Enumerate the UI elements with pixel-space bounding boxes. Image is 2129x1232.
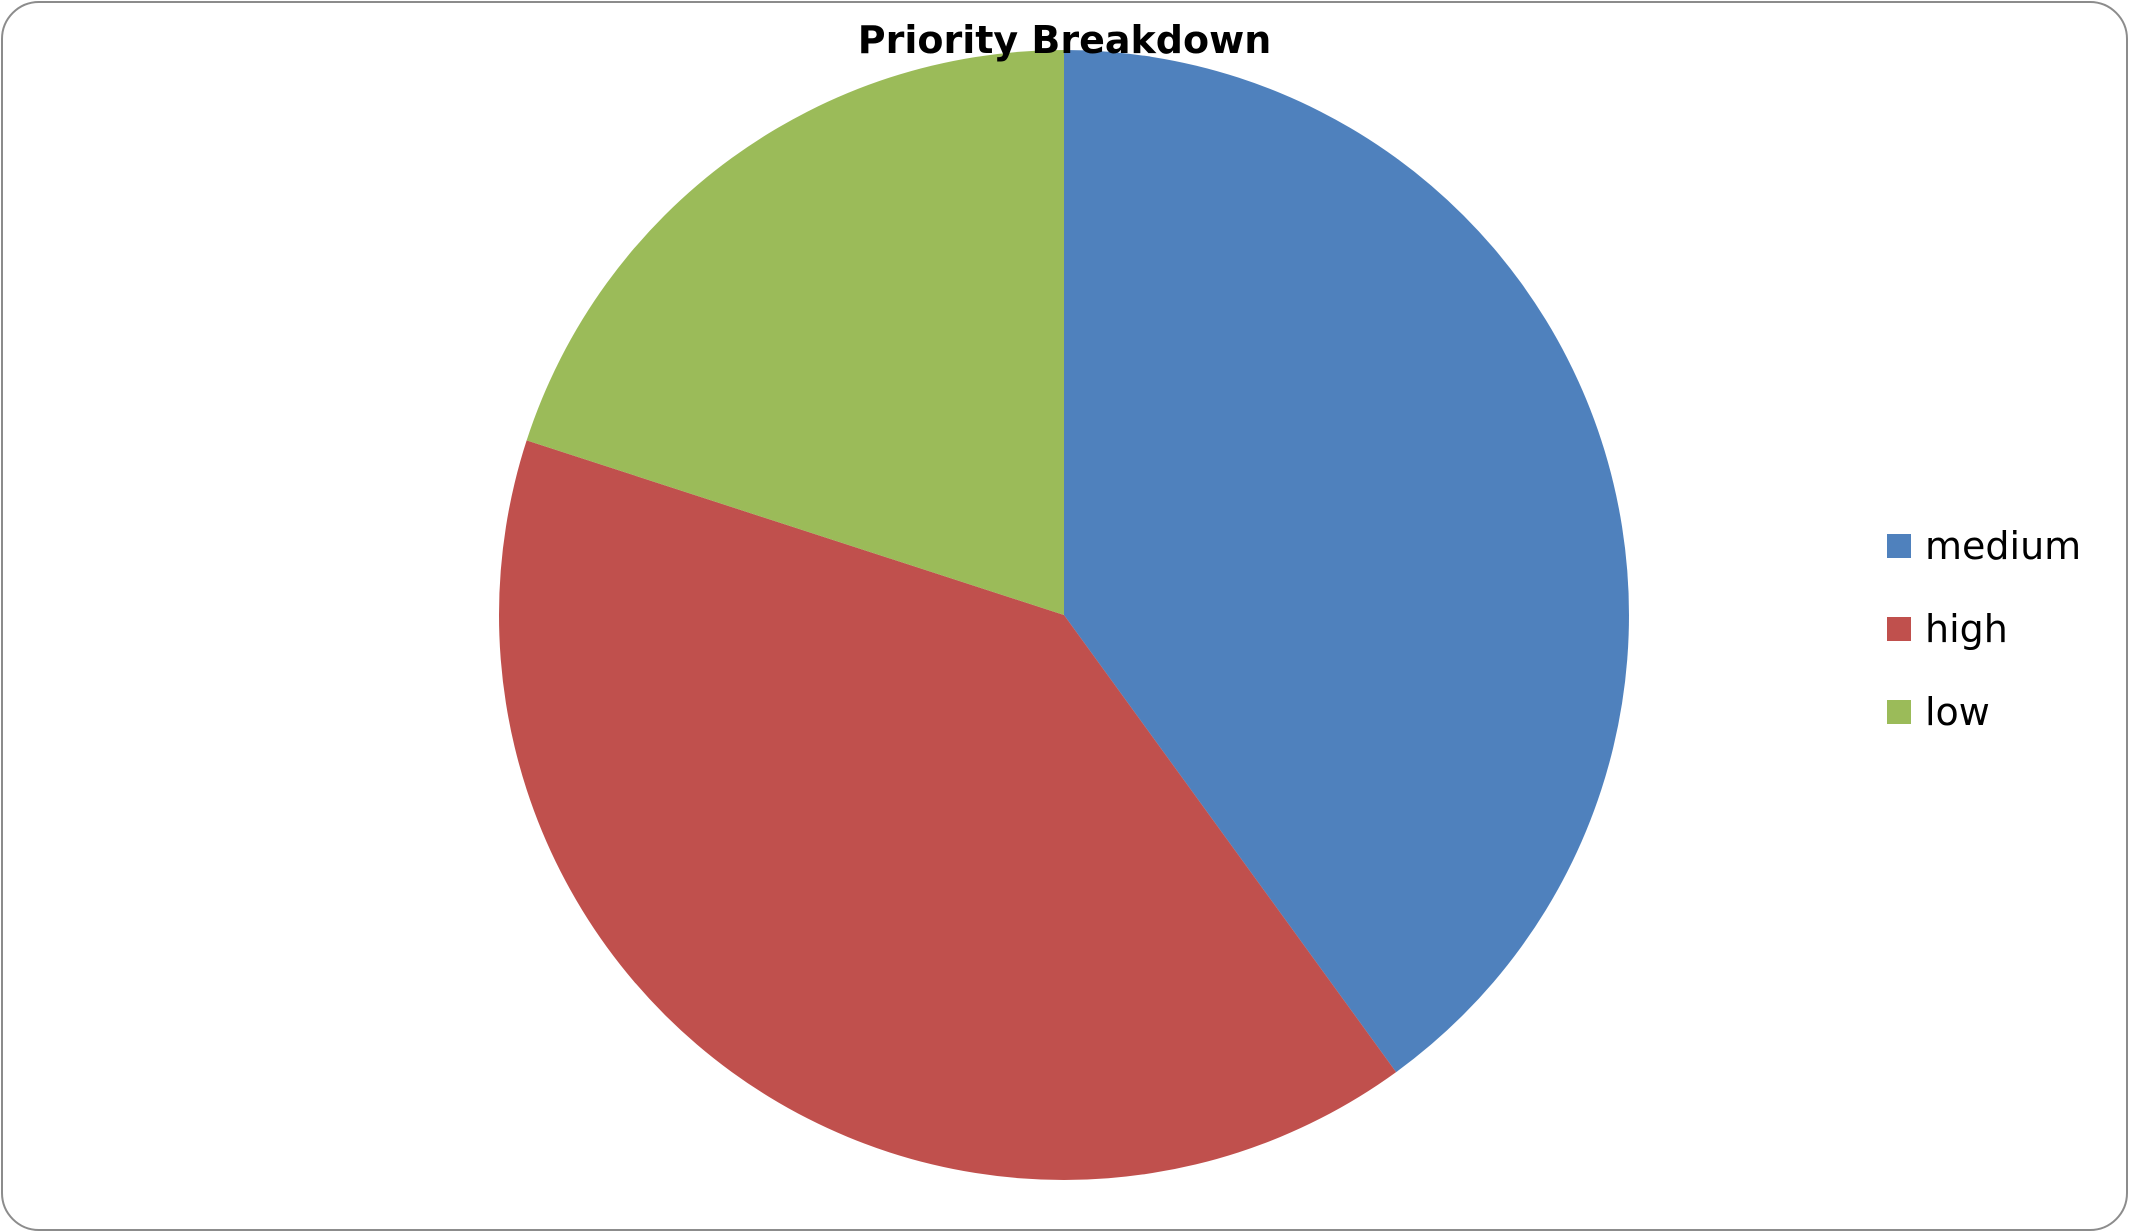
legend-label-medium: medium (1925, 523, 2082, 568)
pie-slice-low (526, 50, 1064, 615)
pie-slice-high (499, 440, 1397, 1180)
chart-title: Priority Breakdown (857, 18, 1272, 62)
legend-item-low: low (1887, 670, 2117, 753)
legend-swatch-high (1887, 616, 1911, 641)
legend-item-medium: medium (1887, 504, 2117, 587)
legend-label-high: high (1925, 606, 2008, 651)
legend: medium high low (1887, 504, 2117, 753)
pie-slice-medium (1064, 50, 1629, 1073)
legend-label-low: low (1925, 689, 1990, 734)
pie-slices (499, 50, 1629, 1180)
legend-swatch-low (1887, 699, 1911, 724)
legend-item-high: high (1887, 587, 2117, 670)
legend-swatch-medium (1887, 533, 1911, 558)
